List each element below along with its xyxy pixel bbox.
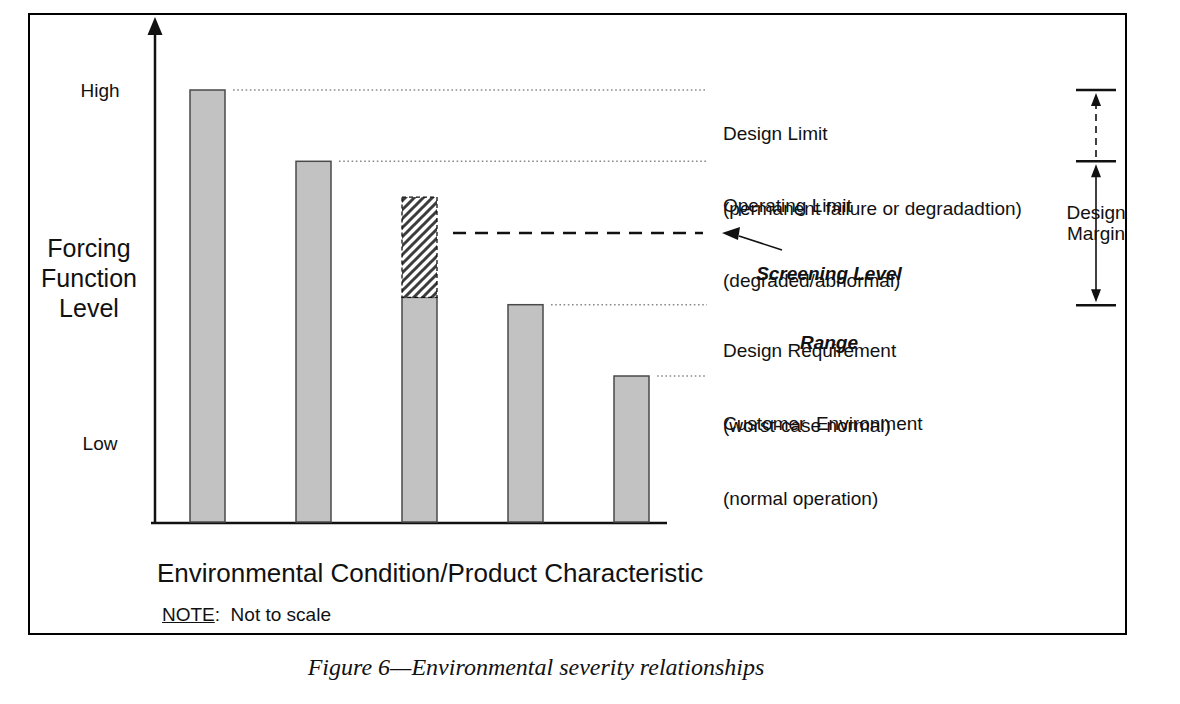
y-tick-high: High (70, 80, 130, 102)
design-margin-label: Design Margin (1059, 202, 1133, 244)
note-line: NOTE: Not to scale (162, 604, 331, 626)
note-text: : Not to scale (215, 604, 331, 625)
customer-environment-title: Customer Environment (723, 411, 923, 436)
screening-hatch-segment (402, 197, 437, 297)
bar-1 (190, 90, 225, 522)
design-margin-down-arrowhead (1091, 289, 1101, 302)
y-axis-arrowhead (148, 17, 163, 35)
bar-3 (402, 297, 437, 522)
screening-level-title: Screening Level (745, 262, 913, 285)
y-axis-label: Forcing Function Level (18, 233, 160, 323)
customer-environment-subtitle: (normal operation) (723, 486, 923, 511)
operating-limit-title: Operating Limit (723, 193, 900, 218)
bar-5 (614, 376, 649, 522)
figure-page: Forcing Function Level High Low Design L… (0, 0, 1180, 704)
note-keyword: NOTE (162, 604, 215, 625)
y-tick-low: Low (70, 433, 130, 455)
bar-4 (508, 305, 543, 522)
figure-caption: Figure 6—Environmental severity relation… (0, 654, 1072, 681)
bar-2 (296, 161, 331, 522)
customer-environment-label: Customer Environment (normal operation) (723, 361, 923, 561)
x-axis-label: Environmental Condition/Product Characte… (157, 558, 703, 589)
design-requirement-title: Design Requirement (723, 338, 896, 363)
